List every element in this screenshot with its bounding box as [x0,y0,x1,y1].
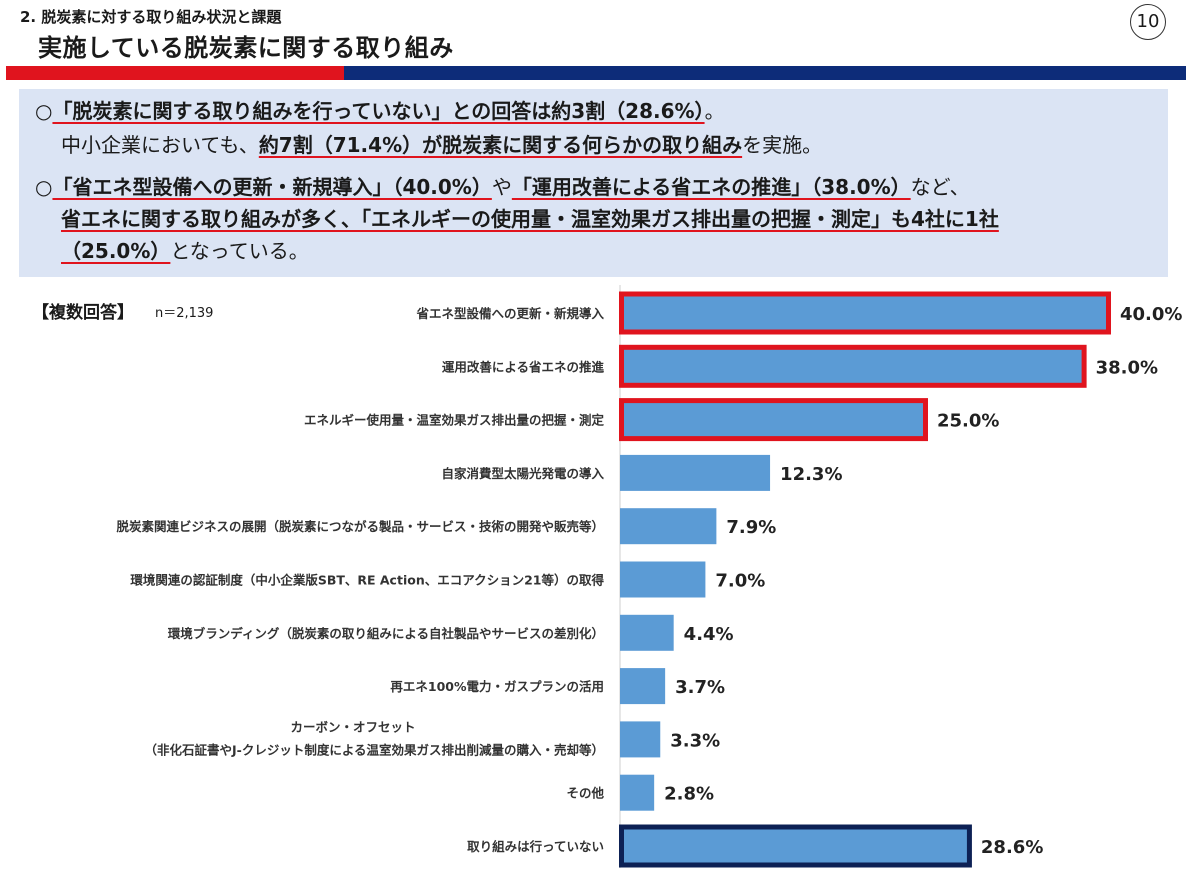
summary-post-3: など、 [910,175,970,199]
category-label: 省エネ型設備への更新・新規導入 [415,306,604,321]
bar [620,454,771,491]
value-label: 3.7% [675,677,725,698]
summary-emph-5: （25.0%） [61,239,171,263]
summary-emph-3b: 「運用改善による省エネの推進」（38.0%） [511,175,911,199]
summary-emph-4b: 「エネルギーの使用量・温室効果ガス排出量の把握・測定」も4社に1社 [361,207,999,231]
category-label: 脱炭素関連ビジネスの展開（脱炭素につながる製品・サービス・技術の開発や販売等） [116,519,604,534]
bullet-2: ○ [35,175,53,199]
summary-end-1: 。 [704,99,725,123]
bar [620,508,717,545]
value-label: 4.4% [684,624,734,645]
bar [620,774,655,811]
highlight-frame [619,824,972,868]
category-label: エネルギー使用量・温室効果ガス排出量の把握・測定 [304,413,605,428]
section-title: 2. 脱炭素に対する取り組み状況と課題 [20,8,282,26]
summary-text-1: との回答は約3割（28.6%） [451,99,705,123]
category-label: 自家消費型太陽光発電の導入 [441,466,604,481]
multiple-answer-label: 【複数回答】 [32,303,134,323]
highlight-frame [619,291,1111,335]
value-label: 7.0% [715,571,765,592]
summary-mid-3: や [491,175,512,199]
category-label: 環境関連の認証制度（中小企業版SBT、RE Action、エコアクション21等）… [130,573,604,588]
summary-post-5: となっている。 [170,239,309,263]
bar [620,614,674,651]
bar [620,668,666,705]
bar [620,828,969,864]
header-rule-navy [344,66,1186,80]
bar [620,561,706,598]
bar [620,401,925,438]
summary-post-2: を実施。 [742,133,823,157]
value-label: 3.3% [670,730,720,751]
category-label: 運用改善による省エネの推進 [442,359,605,374]
summary-emph-2: 約7割（71.4%）が脱炭素に関する何らかの取り組み [258,133,743,157]
summary-pre-2: 中小企業においても、 [61,133,259,157]
highlight-frame [619,344,1087,388]
category-label: 環境ブランディング（脱炭素の取り組みによる自社製品やサービスの差別化） [168,626,604,641]
category-label: その他 [566,786,604,801]
value-label: 12.3% [780,464,842,485]
category-label: 再エネ100%電力・ガスプランの活用 [390,679,604,694]
summary-box: ○「脱炭素に関する取り組みを行っていない」との回答は約3割（28.6%）。 中小… [19,89,1168,277]
highlight-frame [619,398,928,442]
sample-size: n＝2,139 [155,306,214,321]
bullet-1: ○ [35,99,53,123]
bar [620,348,1084,385]
summary-line-3: ○「省エネ型設備への更新・新規導入」（40.0%）や「運用改善による省エネの推進… [35,171,970,200]
summary-line-4: 省エネに関する取り組みが多く、「エネルギーの使用量・温室効果ガス排出量の把握・測… [61,203,999,232]
summary-emph-3a: 「省エネ型設備への更新・新規導入」（40.0%） [52,175,492,199]
summary-line-2: 中小企業においても、約7割（71.4%）が脱炭素に関する何らかの取り組みを実施。 [61,129,822,158]
summary-line-1: ○「脱炭素に関する取り組みを行っていない」との回答は約3割（28.6%）。 [35,95,725,124]
value-label: 38.0% [1096,357,1158,378]
page-number: 10 [1130,4,1166,40]
category-label: カーボン・オフセット [290,719,415,734]
header-rule-red [6,66,344,80]
page-title: 実施している脱炭素に関する取り組み [38,34,454,62]
value-label: 28.6% [981,837,1043,858]
summary-line-5: （25.0%）となっている。 [61,235,309,264]
value-label: 2.8% [664,784,714,805]
summary-quote-1: 「脱炭素に関する取り組みを行っていない」 [52,99,452,123]
bar [620,721,661,758]
category-label: 取り組みは行っていない [467,839,604,854]
bar [620,295,1108,331]
value-label: 40.0% [1120,304,1182,325]
summary-emph-4a: 省エネに関する取り組みが多く、 [61,207,361,231]
value-label: 25.0% [937,411,999,432]
value-label: 7.9% [726,517,776,538]
category-label: （非化石証書やJ-クレジット制度による温室効果ガス排出削減量の購入・売却等） [145,742,604,757]
